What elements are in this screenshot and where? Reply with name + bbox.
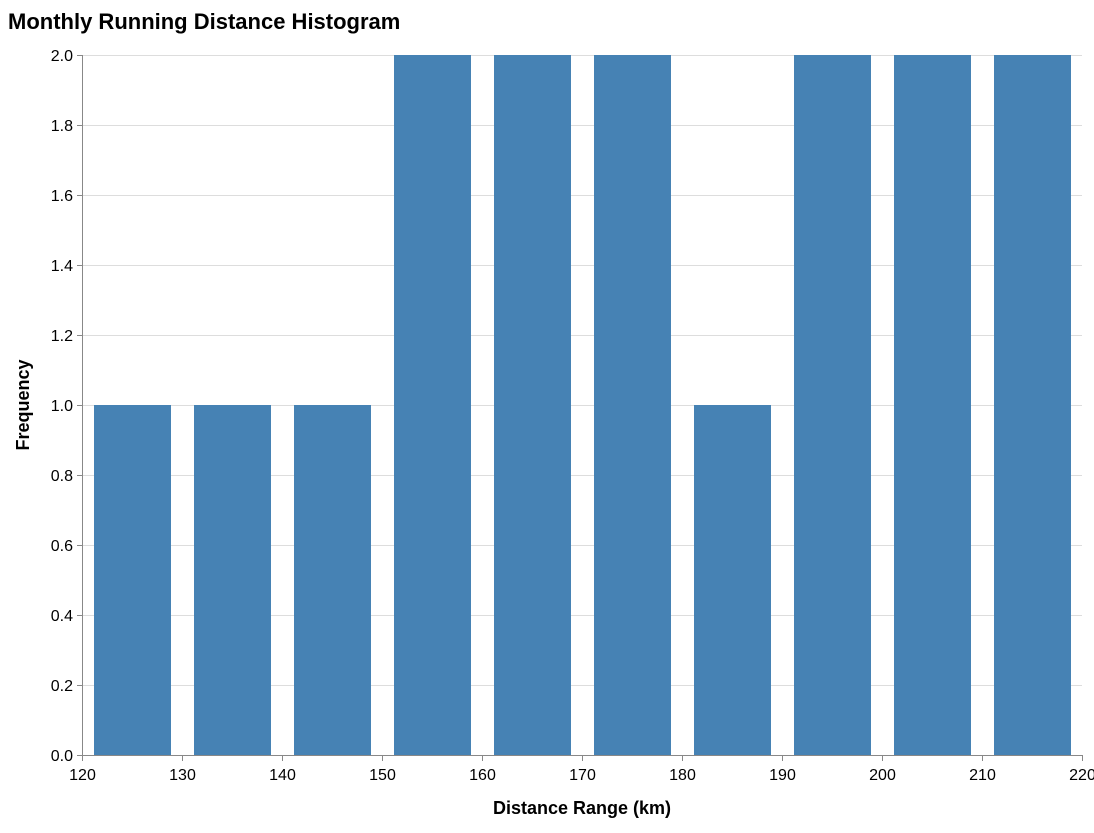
x-tick-label: 210 <box>969 767 996 784</box>
histogram-bar <box>394 55 471 755</box>
x-tick-label: 130 <box>169 767 196 784</box>
y-tick-label: 2.0 <box>51 48 73 65</box>
chart-title: Monthly Running Distance Histogram <box>8 9 400 34</box>
x-tick-label: 160 <box>469 767 496 784</box>
x-tick-label: 190 <box>769 767 796 784</box>
histogram-bar <box>694 405 771 755</box>
x-tick-label: 120 <box>69 767 96 784</box>
histogram-bar <box>94 405 171 755</box>
x-tick-label: 200 <box>869 767 896 784</box>
y-tick-label: 0.2 <box>51 678 73 695</box>
y-tick-label: 1.0 <box>51 398 73 415</box>
histogram-bar <box>894 55 971 755</box>
x-axis-title: Distance Range (km) <box>493 798 671 818</box>
y-tick-label: 1.2 <box>51 328 73 345</box>
y-tick-label: 0.0 <box>51 748 73 765</box>
y-tick-label: 1.6 <box>51 188 73 205</box>
x-axis-ticks: 120 130 140 150 160 170 180 190 200 210 220 <box>69 755 1094 784</box>
y-tick-label: 1.8 <box>51 118 73 135</box>
histogram-bar <box>794 55 871 755</box>
bars <box>94 55 1071 755</box>
y-tick-label: 0.8 <box>51 468 73 485</box>
x-tick-label: 150 <box>369 767 396 784</box>
histogram-bar <box>494 55 571 755</box>
y-axis-ticks: 0.0 0.2 0.4 0.6 0.8 1.0 1.2 1.4 1.6 1.8 2.0 <box>51 48 82 765</box>
histogram-bar <box>594 55 671 755</box>
y-tick-label: 1.4 <box>51 258 73 275</box>
x-tick-label: 140 <box>269 767 296 784</box>
x-tick-label: 220 <box>1069 767 1094 784</box>
y-axis-title: Frequency <box>13 359 33 450</box>
histogram-bar <box>194 405 271 755</box>
x-tick-label: 180 <box>669 767 696 784</box>
y-tick-label: 0.4 <box>51 608 73 625</box>
histogram-bar <box>294 405 371 755</box>
histogram-bar <box>994 55 1071 755</box>
y-tick-label: 0.6 <box>51 538 73 555</box>
x-tick-label: 170 <box>569 767 596 784</box>
